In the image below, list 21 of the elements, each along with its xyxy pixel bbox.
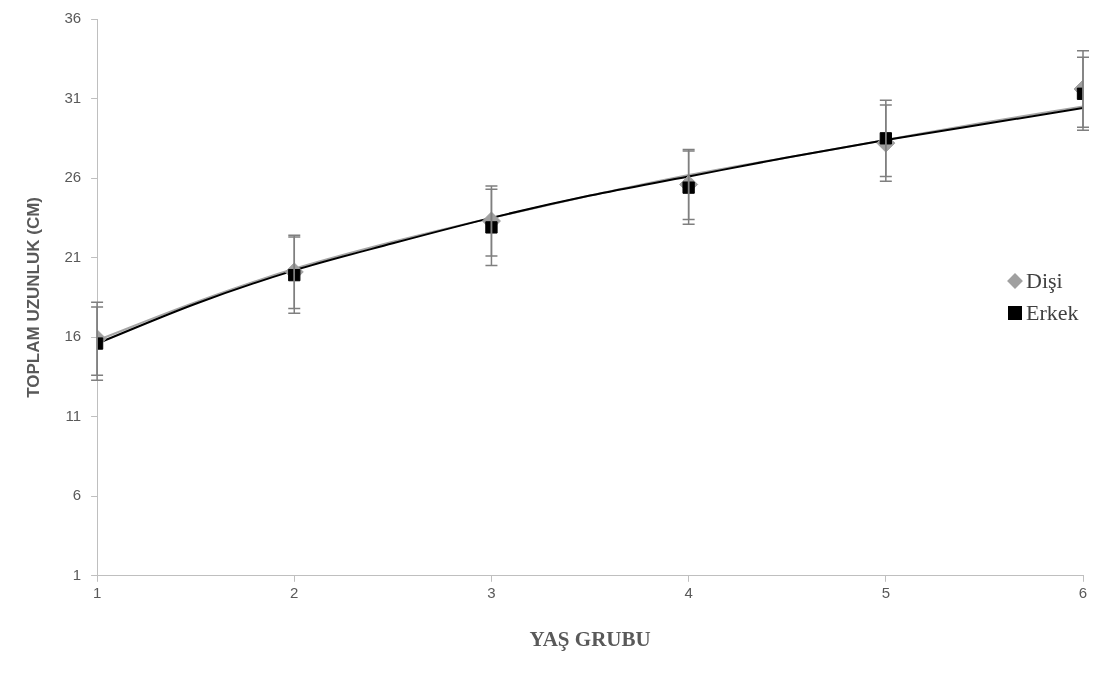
- x-tick-label: 4: [684, 583, 693, 601]
- point: [288, 268, 301, 282]
- y-tick-label: 16: [64, 327, 82, 345]
- point: [682, 181, 695, 194]
- x-axis-title: YAŞ GRUBU: [529, 626, 651, 651]
- y-tick-label: 11: [65, 406, 82, 424]
- y-tick-label: 6: [72, 486, 82, 504]
- legend-label: Erkek: [1026, 300, 1079, 327]
- y-axis-title: TOPLAM UZUNLUK (CM): [23, 196, 43, 398]
- legend-label: Dişi: [1026, 268, 1063, 295]
- y-tick-label: 26: [64, 168, 82, 186]
- y-tick-label: 36: [64, 9, 82, 27]
- x-tick-label: 5: [881, 583, 890, 601]
- y-tick-label: 21: [64, 247, 82, 265]
- x-tick-label: 3: [487, 583, 496, 601]
- y-tick-label: 31: [64, 88, 82, 106]
- x-tick-label: 2: [290, 583, 299, 601]
- x-tick-label: 6: [1078, 583, 1088, 601]
- point: [485, 221, 498, 234]
- y-tick-label: 1: [72, 565, 82, 583]
- x-tick-label: 1: [92, 583, 102, 601]
